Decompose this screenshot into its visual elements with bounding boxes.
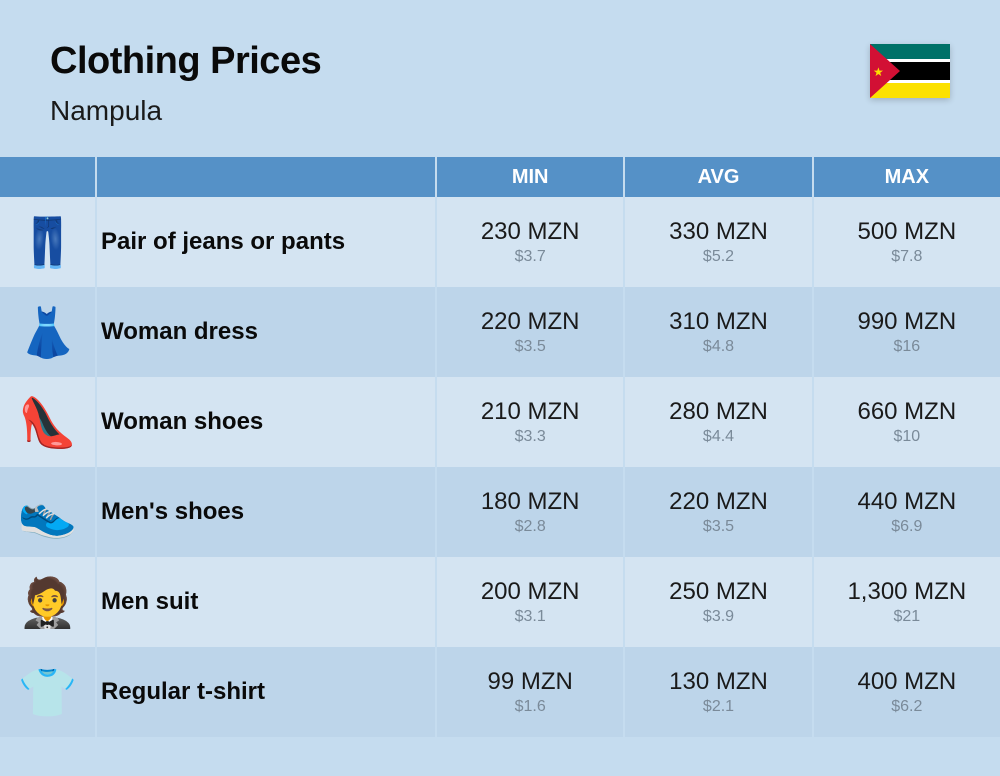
price-avg-secondary: $3.9	[703, 608, 734, 626]
item-label: Regular t-shirt	[95, 647, 435, 737]
th-label	[95, 157, 435, 197]
price-min-secondary: $1.6	[515, 698, 546, 716]
item-label: Pair of jeans or pants	[95, 197, 435, 287]
price-min: 99 MZN $1.6	[435, 647, 623, 737]
table-row: 👖Pair of jeans or pants 230 MZN $3.7 330 MZ…	[0, 197, 1000, 287]
price-max-secondary: $7.8	[891, 248, 922, 266]
item-icon: 👟	[0, 467, 95, 557]
price-avg-secondary: $3.5	[703, 518, 734, 536]
price-min-primary: 99 MZN	[487, 668, 572, 696]
price-table: MIN AVG MAX 👖Pair of jeans or pants230 M…	[0, 157, 1000, 737]
price-avg-primary: 280 MZN	[669, 398, 768, 426]
item-icon: 🤵	[0, 557, 95, 647]
price-min: 220 MZN $3.5	[435, 287, 623, 377]
price-min-primary: 220 MZN	[481, 308, 580, 336]
price-avg: 310 MZN $4.8	[623, 287, 811, 377]
price-max-primary: 400 MZN	[857, 668, 956, 696]
price-avg: 280 MZN $4.4	[623, 377, 811, 467]
table-row: 👗Woman dress 220 MZN $3.5 310 MZN $4.8 990 MZ…	[0, 287, 1000, 377]
item-label: Men's shoes	[95, 467, 435, 557]
table-row: 👠Woman shoes 210 MZN $3.3 280 MZN $4.4 660 MZ…	[0, 377, 1000, 467]
price-min: 200 MZN $3.1	[435, 557, 623, 647]
table-header: MIN AVG MAX	[0, 157, 1000, 197]
price-max-primary: 500 MZN	[857, 218, 956, 246]
price-max-secondary: $6.9	[891, 518, 922, 536]
price-avg-secondary: $2.1	[703, 698, 734, 716]
price-avg: 130 MZN $2.1	[623, 647, 811, 737]
price-max-primary: 1,300 MZN	[847, 578, 966, 606]
price-min-primary: 230 MZN	[481, 218, 580, 246]
price-min-primary: 200 MZN	[481, 578, 580, 606]
price-max: 990 MZN $16	[812, 287, 1000, 377]
price-max-secondary: $16	[893, 338, 920, 356]
price-min-secondary: $3.7	[515, 248, 546, 266]
price-avg-secondary: $4.8	[703, 338, 734, 356]
price-avg-secondary: $4.4	[703, 428, 734, 446]
price-min: 230 MZN $3.7	[435, 197, 623, 287]
price-max-primary: 440 MZN	[857, 488, 956, 516]
table-body: 👖Pair of jeans or pants 230 MZN $3.7 330 MZ…	[0, 197, 1000, 737]
price-max: 500 MZN $7.8	[812, 197, 1000, 287]
item-label: Woman dress	[95, 287, 435, 377]
table-row: 🤵Men suit 200 MZN $3.1 250 MZN $3.9 1,300 MZN…	[0, 557, 1000, 647]
price-avg: 250 MZN $3.9	[623, 557, 811, 647]
table-row: 👕Regular t-shirt 99 MZN $1.6 130 MZN $2.1 400…	[0, 647, 1000, 737]
page-subtitle: Nampula	[50, 95, 321, 127]
title-block: Clothing Prices Nampula	[50, 40, 321, 127]
price-avg-primary: 250 MZN	[669, 578, 768, 606]
price-min-secondary: $3.3	[515, 428, 546, 446]
price-max-primary: 990 MZN	[857, 308, 956, 336]
price-max-secondary: $6.2	[891, 698, 922, 716]
item-icon: 👕	[0, 647, 95, 737]
price-max: 1,300 MZN $21	[812, 557, 1000, 647]
price-min-secondary: $3.5	[515, 338, 546, 356]
price-max: 440 MZN $6.9	[812, 467, 1000, 557]
price-max-primary: 660 MZN	[857, 398, 956, 426]
th-min: MIN	[435, 157, 623, 197]
price-avg-primary: 330 MZN	[669, 218, 768, 246]
item-icon: 👖	[0, 197, 95, 287]
item-label: Men suit	[95, 557, 435, 647]
price-max-secondary: $21	[893, 608, 920, 626]
th-icon	[0, 157, 95, 197]
price-max: 660 MZN $10	[812, 377, 1000, 467]
price-max-secondary: $10	[893, 428, 920, 446]
price-avg: 220 MZN $3.5	[623, 467, 811, 557]
price-min-primary: 180 MZN	[481, 488, 580, 516]
flag-icon: ★	[870, 44, 950, 98]
price-min: 180 MZN $2.8	[435, 467, 623, 557]
price-avg-primary: 220 MZN	[669, 488, 768, 516]
table-row: 👟Men's shoes 180 MZN $2.8 220 MZN $3.5 440 MZ…	[0, 467, 1000, 557]
th-max: MAX	[812, 157, 1000, 197]
item-icon: 👠	[0, 377, 95, 467]
price-min-secondary: $2.8	[515, 518, 546, 536]
page-title: Clothing Prices	[50, 40, 321, 83]
item-label: Woman shoes	[95, 377, 435, 467]
price-avg-primary: 310 MZN	[669, 308, 768, 336]
price-min-primary: 210 MZN	[481, 398, 580, 426]
th-avg: AVG	[623, 157, 811, 197]
price-avg: 330 MZN $5.2	[623, 197, 811, 287]
price-min-secondary: $3.1	[515, 608, 546, 626]
price-min: 210 MZN $3.3	[435, 377, 623, 467]
item-icon: 👗	[0, 287, 95, 377]
price-avg-primary: 130 MZN	[669, 668, 768, 696]
price-max: 400 MZN $6.2	[812, 647, 1000, 737]
header: Clothing Prices Nampula ★	[0, 0, 1000, 157]
price-avg-secondary: $5.2	[703, 248, 734, 266]
